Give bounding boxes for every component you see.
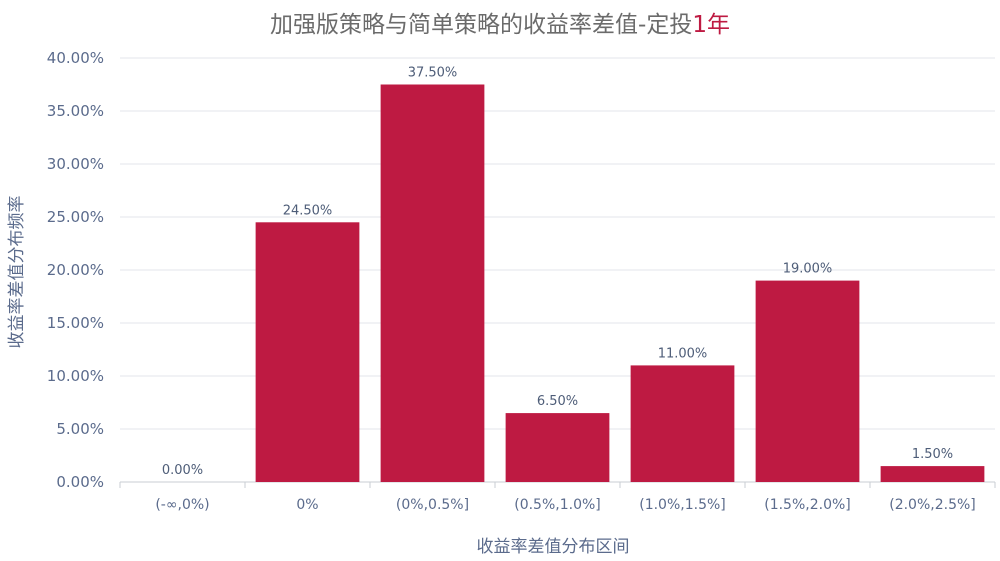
y-tick-label: 0.00% bbox=[56, 473, 104, 491]
y-tick-label: 25.00% bbox=[47, 208, 104, 226]
x-tick-label: (1.5%,2.0%] bbox=[764, 497, 851, 513]
chart-title: 加强版策略与简单策略的收益率差值-定投1年 bbox=[270, 12, 730, 38]
x-tick-label: (1.0%,1.5%] bbox=[639, 497, 726, 513]
y-axis-label: 收益率差值分布频率 bbox=[7, 196, 27, 349]
x-axis-label: 收益率差值分布区间 bbox=[477, 537, 630, 557]
x-tick-label: (2.0%,2.5%] bbox=[889, 497, 976, 513]
data-label: 11.00% bbox=[658, 346, 708, 361]
data-labels: 0.00% 24.50% 37.50% 6.50% 11.00% 19.00% 1.50% bbox=[162, 66, 953, 479]
x-tick-label: (-∞,0%) bbox=[155, 497, 209, 513]
bar bbox=[380, 84, 485, 482]
bar bbox=[505, 413, 610, 482]
chart-title-main: 加强版策略与简单策略的收益率差值-定投 bbox=[270, 12, 692, 38]
bar bbox=[630, 365, 735, 482]
data-label: 0.00% bbox=[162, 463, 203, 478]
y-tick-label: 40.00% bbox=[47, 49, 104, 67]
bar bbox=[255, 222, 360, 483]
y-tick-label: 30.00% bbox=[47, 155, 104, 173]
data-label: 6.50% bbox=[537, 394, 578, 409]
chart-title-highlight: 1年 bbox=[692, 12, 730, 38]
bar bbox=[755, 280, 860, 482]
bars bbox=[255, 84, 985, 483]
y-tick-label: 5.00% bbox=[56, 420, 104, 438]
bar bbox=[880, 466, 985, 482]
y-tick-label: 15.00% bbox=[47, 314, 104, 332]
y-tick-label: 35.00% bbox=[47, 102, 104, 120]
x-tick-label: (0.5%,1.0%] bbox=[514, 497, 601, 513]
data-label: 19.00% bbox=[783, 262, 833, 277]
y-axis-ticks: 0.00% 5.00% 10.00% 15.00% 20.00% 25.00% 30.00%… bbox=[47, 49, 104, 491]
data-label: 24.50% bbox=[283, 203, 333, 218]
y-tick-label: 10.00% bbox=[47, 367, 104, 385]
y-tick-label: 20.00% bbox=[47, 261, 104, 279]
data-label: 1.50% bbox=[912, 447, 953, 462]
data-label: 37.50% bbox=[408, 66, 458, 81]
x-tick-label: 0% bbox=[296, 497, 318, 513]
x-tick-label: (0%,0.5%] bbox=[396, 497, 469, 513]
x-axis-ticks: (-∞,0%) 0% (0%,0.5%] (0.5%,1.0%] (1.0%,1.5%]… bbox=[119, 482, 996, 513]
